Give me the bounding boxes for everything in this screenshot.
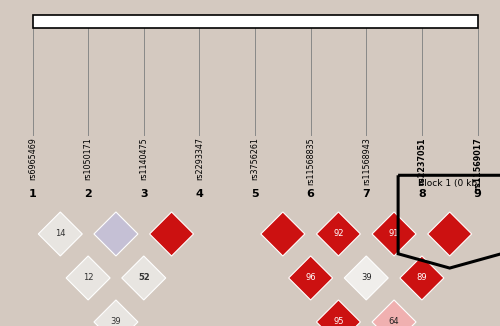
Polygon shape bbox=[38, 212, 82, 256]
Text: 91: 91 bbox=[389, 230, 400, 239]
Text: 52: 52 bbox=[138, 274, 149, 282]
Text: 7: 7 bbox=[362, 189, 370, 199]
Polygon shape bbox=[94, 212, 138, 256]
Text: rs3756261: rs3756261 bbox=[250, 137, 260, 180]
Text: 6: 6 bbox=[306, 189, 314, 199]
Text: 1: 1 bbox=[28, 189, 36, 199]
Bar bbox=[32, 15, 477, 28]
Polygon shape bbox=[150, 212, 194, 256]
Text: rs1050171: rs1050171 bbox=[84, 137, 92, 180]
Text: 96: 96 bbox=[306, 274, 316, 282]
Text: 3: 3 bbox=[140, 189, 147, 199]
Text: 39: 39 bbox=[361, 274, 372, 282]
Polygon shape bbox=[372, 300, 416, 326]
Text: 9: 9 bbox=[474, 189, 482, 199]
Text: 4: 4 bbox=[196, 189, 203, 199]
Text: 39: 39 bbox=[110, 318, 121, 326]
Text: 2: 2 bbox=[84, 189, 92, 199]
Polygon shape bbox=[66, 256, 110, 300]
Polygon shape bbox=[316, 300, 360, 326]
Text: 14: 14 bbox=[55, 230, 66, 239]
Polygon shape bbox=[316, 212, 360, 256]
Text: 95: 95 bbox=[333, 318, 344, 326]
Text: rs2293347: rs2293347 bbox=[195, 137, 204, 180]
Polygon shape bbox=[288, 256, 333, 300]
Text: 12: 12 bbox=[83, 274, 94, 282]
Text: 92: 92 bbox=[333, 230, 344, 239]
Polygon shape bbox=[122, 256, 166, 300]
Text: rs2237051: rs2237051 bbox=[418, 137, 426, 185]
Polygon shape bbox=[94, 300, 138, 326]
Text: Block 1 (0 kb): Block 1 (0 kb) bbox=[418, 179, 481, 188]
Text: rs6965469: rs6965469 bbox=[28, 137, 37, 180]
Polygon shape bbox=[400, 256, 444, 300]
Polygon shape bbox=[261, 212, 305, 256]
Polygon shape bbox=[372, 212, 416, 256]
Text: rs11568943: rs11568943 bbox=[362, 137, 371, 185]
Text: rs1140475: rs1140475 bbox=[139, 137, 148, 180]
Polygon shape bbox=[428, 212, 472, 256]
Text: 89: 89 bbox=[416, 274, 427, 282]
Text: 8: 8 bbox=[418, 189, 426, 199]
Text: rs11569017: rs11569017 bbox=[473, 137, 482, 190]
Text: 5: 5 bbox=[251, 189, 259, 199]
Text: 64: 64 bbox=[389, 318, 400, 326]
Text: rs11568835: rs11568835 bbox=[306, 137, 315, 185]
Polygon shape bbox=[344, 256, 388, 300]
